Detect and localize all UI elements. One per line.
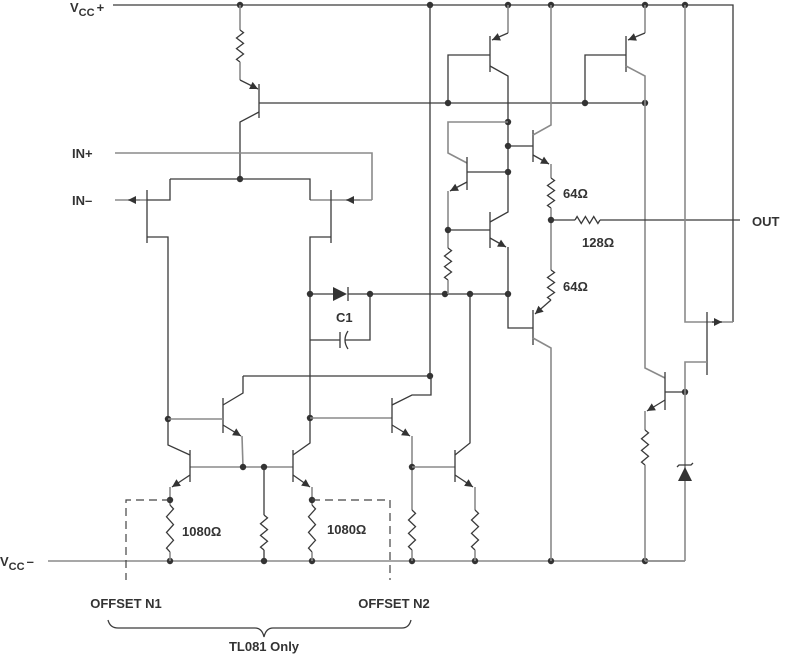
wire <box>222 376 244 406</box>
arrowhead-icon <box>492 33 501 41</box>
zener-bar <box>676 462 694 468</box>
resistor-icon <box>259 514 269 551</box>
arrowhead-icon <box>647 403 656 411</box>
offset-n2-label: OFFSET N2 <box>358 596 430 611</box>
wire <box>147 179 171 201</box>
arrowhead-icon <box>401 428 410 436</box>
wire <box>454 294 471 456</box>
resistor-icon <box>546 177 556 209</box>
wire <box>684 5 733 323</box>
diode-icon <box>333 287 347 301</box>
wire <box>239 111 260 179</box>
wire <box>532 337 552 561</box>
resistor-icon <box>235 29 245 63</box>
arrowhead-icon <box>301 479 310 487</box>
wire <box>489 65 509 223</box>
in-plus-label: IN+ <box>72 146 93 161</box>
resistor-icon <box>640 429 650 466</box>
arrowhead-icon <box>497 239 506 247</box>
r1080-left-label: 1080Ω <box>182 524 221 539</box>
offset-n2-lead <box>312 499 391 580</box>
junction-dot <box>441 290 449 298</box>
r1080-right-label: 1080Ω <box>327 522 366 537</box>
arrowhead-icon <box>714 318 722 326</box>
vcc-plus-rail <box>113 4 734 322</box>
wire <box>345 294 371 341</box>
junction-dot <box>239 463 247 471</box>
wire <box>241 435 244 468</box>
resistor-icon <box>574 215 601 225</box>
zener-diode-icon <box>678 467 692 481</box>
wire <box>170 178 311 200</box>
r128-label: 128Ω <box>582 235 614 250</box>
wire <box>147 236 191 456</box>
tl081-only-label: TL081 Only <box>229 639 300 654</box>
vcc-plus-label: VCC + <box>70 0 105 19</box>
wires <box>48 1 740 638</box>
wire <box>447 54 490 103</box>
junction-dot <box>581 99 589 107</box>
arrowhead-icon <box>450 183 459 191</box>
wire <box>391 376 432 406</box>
wire <box>507 247 533 329</box>
wire <box>532 5 552 136</box>
r64-bottom-label: 64Ω <box>563 279 588 294</box>
offset-n1-lead <box>125 499 170 580</box>
resistor-icon <box>546 269 556 301</box>
junction-dot <box>306 290 314 298</box>
wire <box>447 121 508 164</box>
vcc-minus-label: VCC – <box>0 554 34 573</box>
brace <box>107 619 412 638</box>
resistor-icon <box>407 509 417 551</box>
c1-label: C1 <box>336 310 353 325</box>
resistor-icon <box>307 504 317 553</box>
arrowhead-icon <box>128 196 136 204</box>
in-minus-label: IN– <box>72 193 92 208</box>
arrowhead-icon <box>628 33 637 41</box>
arrowhead-icon <box>346 196 354 204</box>
resistor-icon <box>443 247 453 281</box>
wire <box>584 54 626 103</box>
r64-top-label: 64Ω <box>563 186 588 201</box>
junction-dot <box>444 99 452 107</box>
wire <box>292 236 331 456</box>
offset-n1-label: OFFSET N1 <box>90 596 162 611</box>
arrowhead-icon <box>172 479 181 487</box>
arrowhead-icon <box>249 81 258 89</box>
arrowhead-icon <box>232 428 241 436</box>
resistor-icon <box>165 504 175 553</box>
arrowhead-icon <box>464 479 473 487</box>
in-plus-wire <box>115 152 373 200</box>
wire <box>625 65 666 379</box>
wire <box>684 361 707 561</box>
arrowhead-icon <box>535 305 544 314</box>
out-label: OUT <box>752 214 780 229</box>
resistor-icon <box>470 509 480 551</box>
arrowhead-icon <box>540 156 549 164</box>
